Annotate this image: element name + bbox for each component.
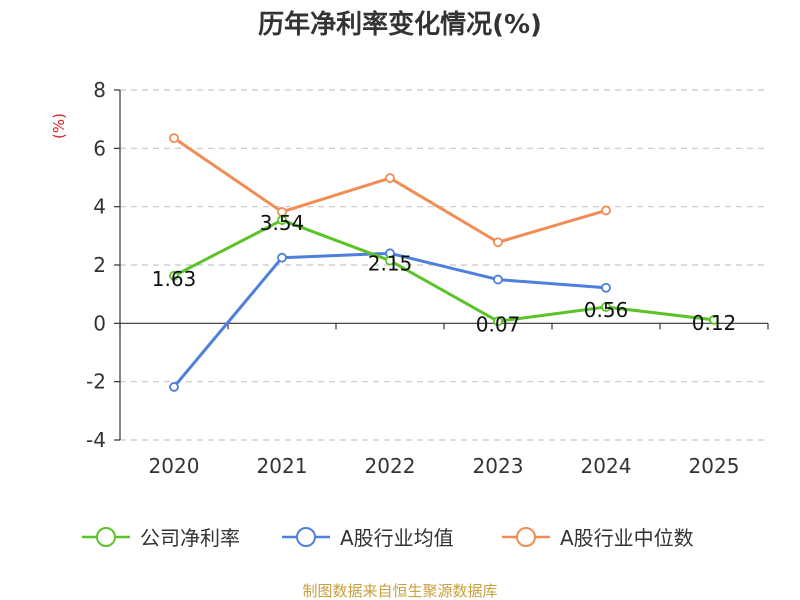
- data-label: 0.12: [692, 311, 737, 335]
- data-point: [493, 237, 503, 248]
- data-point: [493, 316, 503, 327]
- data-point: [601, 282, 611, 293]
- legend-marker: [296, 527, 316, 547]
- source-note: 制图数据来自恒生聚源数据库: [302, 582, 497, 600]
- series-group: [169, 133, 719, 392]
- series-line: [173, 218, 715, 323]
- legend-label: A股行业中位数: [560, 526, 694, 550]
- data-label: 0.56: [584, 298, 629, 322]
- data-point: [601, 205, 611, 216]
- x-tick-label: 2021: [257, 454, 308, 478]
- x-tick-labels: 2020 2021 2022 2023 2024 2025: [149, 454, 740, 478]
- data-label: 1.63: [152, 267, 197, 291]
- x-tick-label: 2024: [581, 454, 632, 478]
- legend-marker: [516, 527, 536, 547]
- y-tick-label: 8: [93, 78, 106, 102]
- data-label: 0.07: [476, 312, 521, 336]
- data-label: 2.15: [368, 252, 413, 276]
- data-labels: 1.63 3.54 2.15 0.07 0.56 0.12: [152, 211, 737, 336]
- y-tick-label: 4: [93, 195, 106, 219]
- x-tick-label: 2020: [149, 454, 200, 478]
- data-point: [709, 314, 719, 325]
- legend-label: A股行业均值: [340, 526, 454, 550]
- y-tick-label: 2: [93, 253, 106, 277]
- series-line: [173, 136, 607, 244]
- x-tick-label: 2025: [689, 454, 740, 478]
- y-tick-label: -4: [86, 428, 106, 452]
- data-point: [169, 382, 179, 392]
- x-tick-label: 2022: [365, 454, 416, 478]
- data-point: [169, 133, 179, 144]
- y-tick-label: 6: [93, 136, 106, 160]
- y-tick-label: -2: [86, 370, 106, 394]
- data-point: [385, 255, 395, 266]
- y-tick-label: 0: [93, 311, 106, 335]
- data-point: [169, 270, 179, 281]
- legend: 公司净利率 A股行业均值 A股行业中位数: [82, 526, 694, 550]
- data-point: [385, 173, 395, 183]
- x-tick-label: 2023: [473, 454, 524, 478]
- y-tick-labels: 8 6 4 2 0 -2 -4: [86, 78, 106, 452]
- data-point: [277, 252, 287, 263]
- legend-marker: [96, 527, 116, 547]
- legend-label: 公司净利率: [140, 526, 240, 550]
- chart-title: 历年净利率变化情况(%): [258, 9, 542, 40]
- data-label: 3.54: [260, 211, 305, 235]
- y-axis-label: (%): [50, 113, 68, 139]
- data-point: [493, 274, 503, 285]
- data-point: [601, 302, 611, 312]
- data-point: [277, 215, 287, 225]
